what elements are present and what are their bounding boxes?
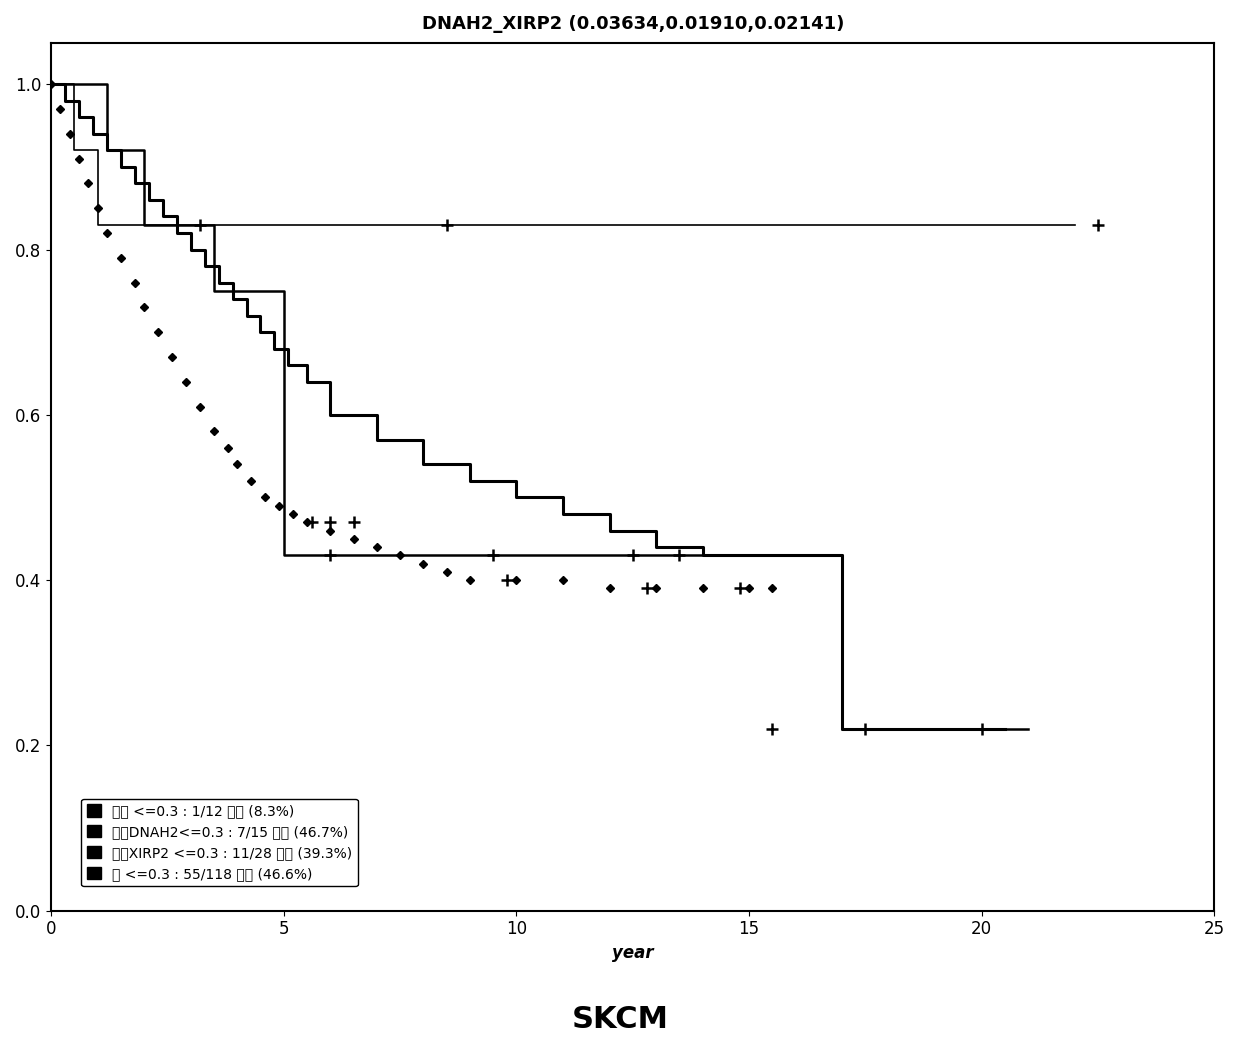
Legend: 均有 <=0.3 : 1/12 死亡 (8.3%), 仅有DNAH2<=0.3 : 7/15 死亡 (46.7%), 仅有XIRP2 <=0.3 : 11/28: 均有 <=0.3 : 1/12 死亡 (8.3%), 仅有DNAH2<=0.3 …	[82, 799, 357, 887]
Title: DNAH2_XIRP2 (0.03634,0.01910,0.02141): DNAH2_XIRP2 (0.03634,0.01910,0.02141)	[422, 15, 844, 33]
X-axis label: year: year	[613, 944, 653, 962]
Text: SKCM: SKCM	[572, 1005, 668, 1034]
